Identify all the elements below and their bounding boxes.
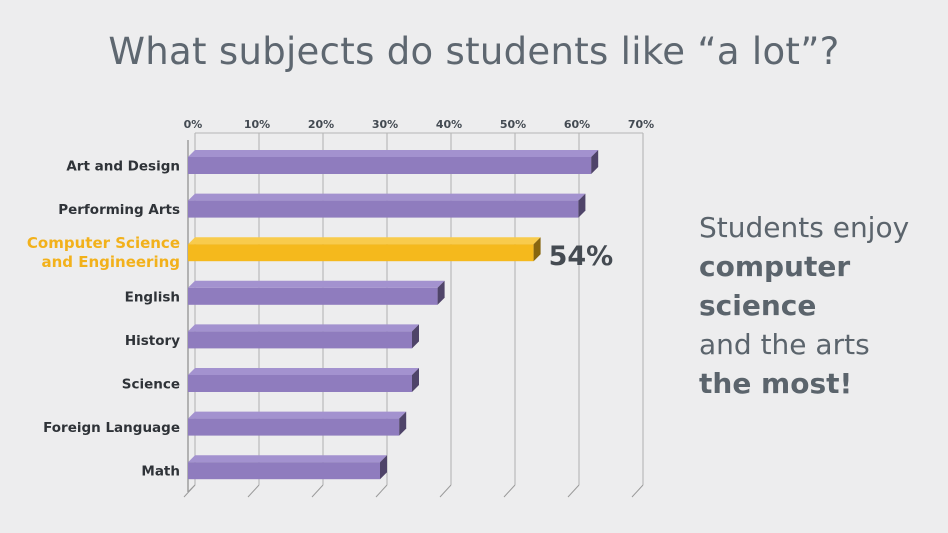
x-tick-label: 70% <box>628 118 654 131</box>
category-label: Science <box>122 377 180 393</box>
bar <box>188 418 400 436</box>
bar <box>188 331 412 349</box>
category-label: Math <box>141 464 180 480</box>
category-label: Performing Arts <box>58 202 180 218</box>
bar-top-face <box>188 455 387 463</box>
category-label: History <box>125 333 180 349</box>
category-label: and Engineering <box>41 253 180 271</box>
x-tick-label: 50% <box>500 118 526 131</box>
floor-tick <box>567 484 580 498</box>
category-label: English <box>125 289 180 305</box>
x-tick-label: 40% <box>436 118 462 131</box>
x-tick-label: 0% <box>184 118 203 131</box>
bar-top-face <box>188 150 599 157</box>
bar <box>188 287 438 305</box>
bar <box>188 375 412 392</box>
floor-tick <box>503 484 516 498</box>
callout-line: science <box>699 289 817 322</box>
callout-line: computer <box>699 250 851 283</box>
category-label: Art and Design <box>66 159 180 175</box>
callout-line: Students enjoy <box>699 211 910 244</box>
bar-side-face <box>412 324 419 349</box>
bar-top-face <box>188 280 445 288</box>
x-tick-label: 60% <box>564 118 590 131</box>
bar-side-face <box>591 150 599 174</box>
category-label: Foreign Language <box>43 420 180 436</box>
callout-line: the most! <box>699 367 853 400</box>
data-label: 54% <box>549 241 614 272</box>
x-tick-label: 10% <box>244 118 270 131</box>
bar-top-face <box>188 324 419 332</box>
callout-text: Students enjoy computer science and the art… <box>699 208 944 403</box>
category-label: Computer Science <box>27 234 180 252</box>
bar-top-face <box>188 368 419 375</box>
x-tick-label: 30% <box>372 118 398 131</box>
floor-tick <box>247 484 260 498</box>
floor-corner <box>187 484 196 493</box>
x-tick-label: 20% <box>308 118 334 131</box>
floor-tick <box>375 484 388 498</box>
bar-side-face <box>578 193 586 218</box>
bar-side-face <box>412 368 419 392</box>
bar <box>188 462 380 480</box>
bar-side-face <box>437 280 445 305</box>
callout-line: and the arts <box>699 328 870 361</box>
floor-tick <box>631 484 644 498</box>
bar-highlight <box>188 244 534 262</box>
bar-side-face <box>533 237 541 262</box>
bar <box>188 200 579 218</box>
bar-top-face <box>188 411 407 419</box>
chart-title: What subjects do students like “a lot”? <box>108 30 840 73</box>
floor-tick <box>311 484 324 498</box>
bar <box>188 157 592 174</box>
bar-side-face <box>399 411 407 436</box>
bar-side-face <box>380 455 387 480</box>
floor-tick <box>439 484 452 498</box>
bar-top-face <box>188 237 541 245</box>
bar-top-face <box>188 193 586 201</box>
